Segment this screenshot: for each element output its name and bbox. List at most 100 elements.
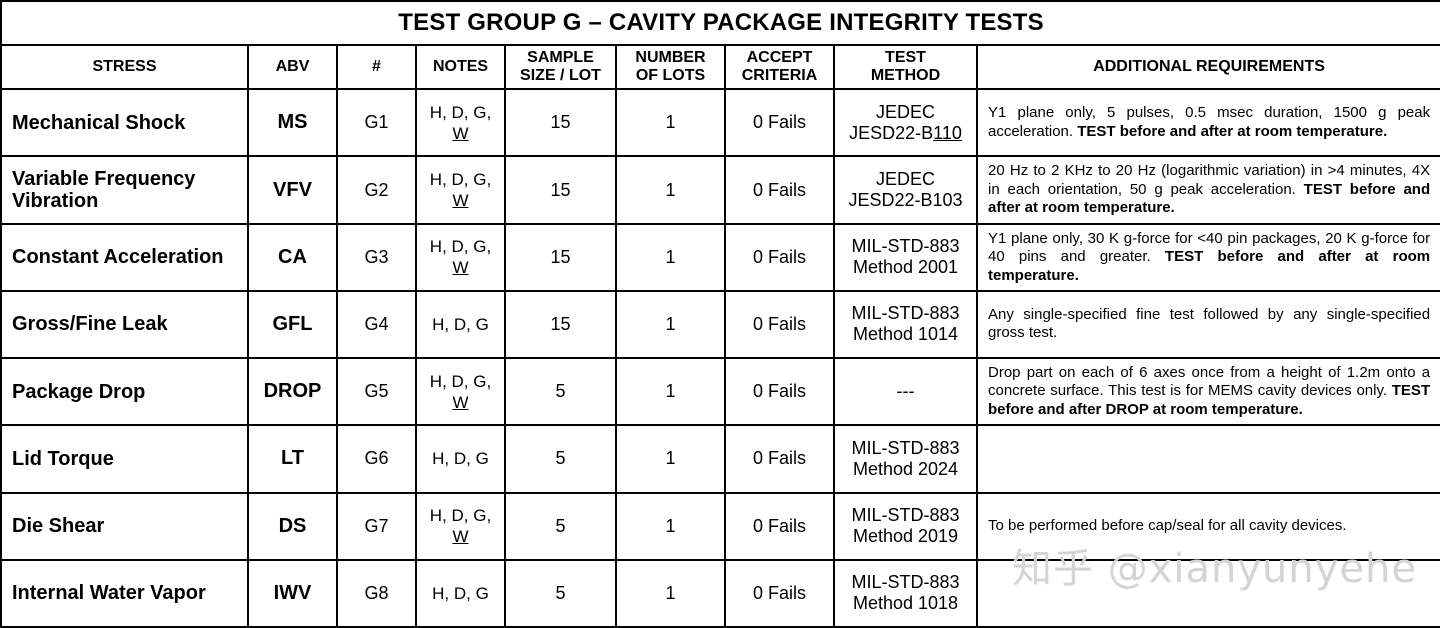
table-title: TEST GROUP G – CAVITY PACKAGE INTEGRITY … (0, 0, 1440, 47)
additional-requirements-cell: Y1 plane only, 5 pulses, 0.5 msec durati… (975, 88, 1440, 158)
number-cell: G1 (336, 88, 417, 158)
abv-cell: CA (247, 222, 338, 292)
notes-line1: H, D, G, (429, 170, 492, 190)
number-cell: G2 (336, 155, 417, 225)
header-number-of-lots: NUMBER OF LOTS (615, 44, 726, 91)
title-row: TEST GROUP G – CAVITY PACKAGE INTEGRITY … (0, 0, 1440, 47)
additional-text: Y1 plane only, 30 K g-force for <40 pin … (988, 229, 1431, 266)
accept-criteria-cell: 0 Fails (724, 289, 835, 360)
header-abv: ABV (247, 44, 338, 91)
method-line2: Method 1018 (852, 593, 959, 614)
sample-size-cell: 15 (504, 289, 617, 360)
test-method-cell: MIL-STD-883 Method 1014 (833, 289, 978, 360)
notes-cell: H, D, G (415, 424, 506, 494)
header-sample-line2: SIZE / LOT (520, 67, 601, 85)
notes-cell: H, D, G, W (415, 491, 506, 561)
table-row: Package Drop DROP G5 H, D, G, W 5 1 0 Fai… (0, 357, 1440, 427)
accept-criteria-cell: 0 Fails (724, 357, 835, 427)
sample-size-cell: 15 (504, 155, 617, 225)
header-sample-size: SAMPLE SIZE / LOT (504, 44, 617, 91)
test-method-cell: --- (833, 357, 978, 427)
accept-criteria-cell: 0 Fails (724, 424, 835, 494)
header-row: STRESS ABV # NOTES SAMPLE SIZE / LOT NUMB… (0, 44, 1440, 91)
test-method-cell: MIL-STD-883 Method 1018 (833, 558, 978, 628)
sample-size-cell: 15 (504, 222, 617, 292)
notes-line2: W (452, 123, 469, 143)
method-line1: MIL-STD-883 (851, 437, 960, 458)
method-line2: Method 2024 (852, 458, 959, 479)
test-method-cell: JEDEC JESD22-B103 (833, 155, 978, 225)
table-row: Variable Frequency Vibration VFV G2 H, D… (0, 155, 1440, 225)
stress-cell: Package Drop (0, 357, 249, 427)
notes-line2: W (452, 392, 469, 412)
lots-cell: 1 (615, 222, 726, 292)
notes-cell: H, D, G (415, 558, 506, 628)
test-method-cell: MIL-STD-883 Method 2001 (833, 222, 978, 292)
number-cell: G3 (336, 222, 417, 292)
test-method-cell: MIL-STD-883 Method 2019 (833, 491, 978, 561)
method-line1: MIL-STD-883 (851, 303, 960, 324)
accept-criteria-cell: 0 Fails (724, 88, 835, 158)
sample-size-cell: 5 (504, 491, 617, 561)
table-row: Die Shear DS G7 H, D, G, W 5 1 0 Fails MI… (0, 491, 1440, 561)
header-lots-line2: OF LOTS (635, 67, 706, 85)
additional-requirements-cell (975, 558, 1440, 628)
number-cell: G5 (336, 357, 417, 427)
additional-text-bold: TEST before and after at room temperatur… (988, 180, 1431, 217)
stress-cell: Variable Frequency Vibration (0, 155, 249, 225)
accept-criteria-cell: 0 Fails (724, 155, 835, 225)
test-method-cell: JEDEC JESD22-B110 (833, 88, 978, 158)
method-line1: MIL-STD-883 (851, 236, 960, 257)
additional-text: Drop part on each of 6 axes once from a … (988, 363, 1431, 400)
method-line2: Method 2001 (852, 257, 959, 278)
additional-text-bold: TEST before and after at room temperatur… (1077, 122, 1388, 140)
number-cell: G4 (336, 289, 417, 360)
notes-cell: H, D, G, W (415, 88, 506, 158)
number-cell: G6 (336, 424, 417, 494)
lots-cell: 1 (615, 558, 726, 628)
abv-cell: GFL (247, 289, 338, 360)
additional-requirements-cell: Y1 plane only, 30 K g-force for <40 pin … (975, 222, 1440, 292)
stress-cell: Constant Acceleration (0, 222, 249, 292)
additional-text-bold: TEST before and after at room temperatur… (988, 248, 1431, 284)
header-stress: STRESS (0, 44, 249, 91)
additional-requirements-cell: Any single-specified fine test followed … (975, 289, 1440, 360)
header-sample-line1: SAMPLE (527, 49, 594, 67)
lots-cell: 1 (615, 357, 726, 427)
lots-cell: 1 (615, 155, 726, 225)
table-row: Mechanical Shock MS G1 H, D, G, W 15 1 0 … (0, 88, 1440, 158)
header-number: # (336, 44, 417, 91)
sample-size-cell: 5 (504, 424, 617, 494)
notes-line2: W (452, 191, 469, 211)
header-lots-line1: NUMBER (635, 49, 706, 67)
stress-cell: Mechanical Shock (0, 88, 249, 158)
method-line2: Method 1014 (852, 324, 959, 345)
notes-line1: H, D, G, (429, 506, 492, 526)
additional-text: Any single-specified fine test followed … (988, 305, 1431, 342)
method-line1: JEDEC (875, 101, 935, 122)
additional-text: To be performed before cap/seal for all … (988, 516, 1347, 534)
method-line2: Method 2019 (852, 526, 959, 547)
notes-cell: H, D, G (415, 289, 506, 360)
abv-cell: VFV (247, 155, 338, 225)
additional-text: Y1 plane only, 5 pulses, 0.5 msec durati… (988, 104, 1431, 140)
notes-line2: W (452, 527, 469, 547)
method-line1: MIL-STD-883 (851, 505, 960, 526)
abv-cell: MS (247, 88, 338, 158)
method-line2: JESD22-B103 (848, 190, 963, 211)
abv-cell: DS (247, 491, 338, 561)
header-accept-criteria: ACCEPT CRITERIA (724, 44, 835, 91)
accept-criteria-cell: 0 Fails (724, 222, 835, 292)
additional-requirements-cell (975, 424, 1440, 494)
stress-cell: Die Shear (0, 491, 249, 561)
stress-cell: Internal Water Vapor (0, 558, 249, 628)
abv-cell: IWV (247, 558, 338, 628)
additional-text-bold: TEST before and after DROP at room tempe… (988, 382, 1431, 418)
header-notes: NOTES (415, 44, 506, 91)
additional-requirements-cell: To be performed before cap/seal for all … (975, 491, 1440, 561)
notes-line1: H, D, G, (429, 237, 492, 257)
watermark: 知乎 @xianyunyehe (1012, 546, 1417, 592)
header-accept-line1: ACCEPT (746, 49, 813, 67)
header-method-line2: METHOD (870, 67, 941, 85)
